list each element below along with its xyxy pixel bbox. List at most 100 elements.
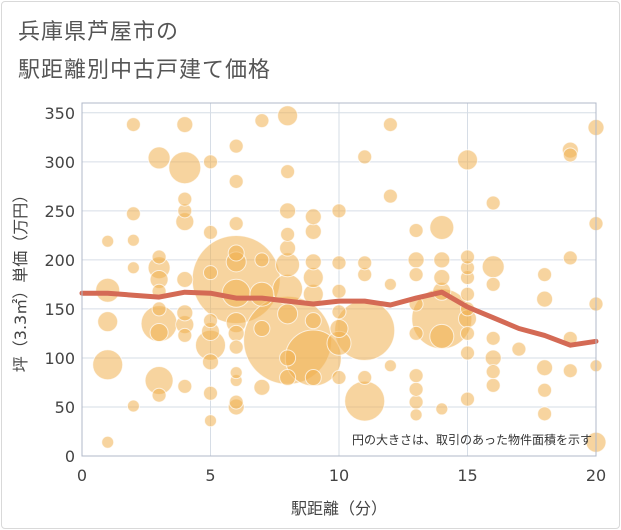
bubble-point [280, 226, 296, 242]
bubble-point [304, 312, 322, 330]
bubble-point [204, 414, 217, 428]
size-annotation: 円の大きさは、取引のあった物件面積を示す [352, 432, 592, 447]
bubble-point [331, 304, 347, 320]
y-axis-label: 坪（3.3㎡）単価（万円） [11, 187, 30, 372]
bubble-point [536, 359, 554, 377]
bubble-point [562, 147, 578, 163]
bubble-point [126, 233, 140, 247]
bubble-point [277, 105, 299, 127]
bubble-point [228, 394, 244, 410]
bubble-point [203, 154, 218, 170]
bubble-point [221, 278, 251, 308]
bubble-point [151, 249, 167, 265]
bubble-point [279, 239, 297, 257]
bubble-point [92, 349, 124, 381]
bubble-point [253, 378, 271, 396]
bubble-point [97, 311, 119, 333]
bubble-point [101, 234, 115, 248]
bubble-point [177, 191, 193, 207]
bubble-point [125, 117, 141, 133]
x-tick-label: 10 [329, 466, 349, 485]
bubble-point [484, 349, 502, 367]
bubble-point [228, 173, 244, 189]
y-tick-label: 0 [65, 447, 75, 466]
y-tick-label: 350 [44, 104, 75, 123]
bubble-point [125, 206, 141, 222]
bubble-point [357, 370, 373, 386]
bubble-point [302, 267, 324, 289]
bubble-point [408, 222, 424, 238]
chart-title-line2: 駅距離別中古戸建て価格 [18, 58, 272, 83]
bubble-point [511, 341, 527, 357]
bubble-point [460, 286, 475, 302]
bubble-point [331, 203, 347, 219]
bubble-point [408, 267, 424, 283]
bubble-point [357, 149, 373, 165]
bubble-point [481, 255, 505, 279]
bubble-point [203, 385, 218, 401]
plot-border [81, 102, 597, 457]
bubble-point [485, 364, 501, 380]
bubble-point [151, 301, 167, 317]
y-tick-label: 250 [44, 202, 75, 221]
bubble-point [433, 251, 451, 269]
trend-line [79, 289, 599, 348]
bubble-point [383, 359, 397, 373]
x-axis-label: 駅距離（分） [291, 499, 387, 518]
bubble-point [329, 319, 349, 339]
trend-line-group [79, 289, 599, 348]
y-tick-label: 150 [44, 300, 75, 319]
bubble-point [203, 224, 218, 240]
bubble-point [562, 363, 578, 379]
bubble-point [562, 250, 578, 266]
bubble-point [228, 138, 244, 154]
bubble-point [331, 283, 347, 299]
bubble-point [537, 267, 553, 283]
bubble-point [95, 277, 121, 303]
y-tick-label: 100 [44, 349, 75, 368]
bubble-point [249, 281, 275, 307]
bubble-point [228, 216, 244, 232]
bubble-point [485, 195, 501, 211]
bubble-point [460, 249, 475, 265]
bubble-point [177, 378, 193, 394]
bubble-point [229, 366, 243, 380]
bubble-point [383, 277, 397, 291]
bubble-point [408, 368, 424, 384]
bubble-point [304, 208, 322, 226]
bubble-point [101, 435, 115, 449]
bubble-point [457, 149, 478, 171]
bubble-point [460, 325, 475, 341]
y-tick-label: 50 [55, 398, 75, 417]
bubble-point [407, 251, 425, 269]
bubble-point [254, 113, 270, 129]
bubble-point [485, 377, 501, 393]
bubble-point [279, 349, 297, 367]
bubble-point [279, 202, 297, 220]
x-tick-label: 0 [77, 466, 87, 485]
bubble-point [280, 164, 296, 180]
bubble-point [460, 391, 475, 407]
bubble-point [537, 382, 553, 398]
bubbles [92, 105, 607, 453]
bubble-point [485, 330, 501, 346]
bubble-point [203, 265, 218, 281]
bubble-point [304, 253, 322, 271]
bubble-point [408, 394, 424, 410]
x-tick-label: 5 [205, 466, 215, 485]
bubble-point [254, 252, 270, 268]
bubble-point [435, 402, 449, 416]
bubble-point [176, 304, 194, 322]
bubble-point [126, 261, 140, 275]
bubble-point [429, 323, 455, 349]
bubble-point [460, 345, 475, 361]
bubble-point [151, 387, 167, 403]
bubble-point [147, 146, 171, 170]
x-tick-label: 15 [457, 466, 477, 485]
bubble-point [177, 327, 193, 343]
bubble-point [227, 324, 245, 342]
bubble-point [227, 244, 245, 262]
bubble-point [409, 408, 423, 422]
bubble-point [126, 399, 140, 413]
bubble-point [408, 381, 424, 397]
